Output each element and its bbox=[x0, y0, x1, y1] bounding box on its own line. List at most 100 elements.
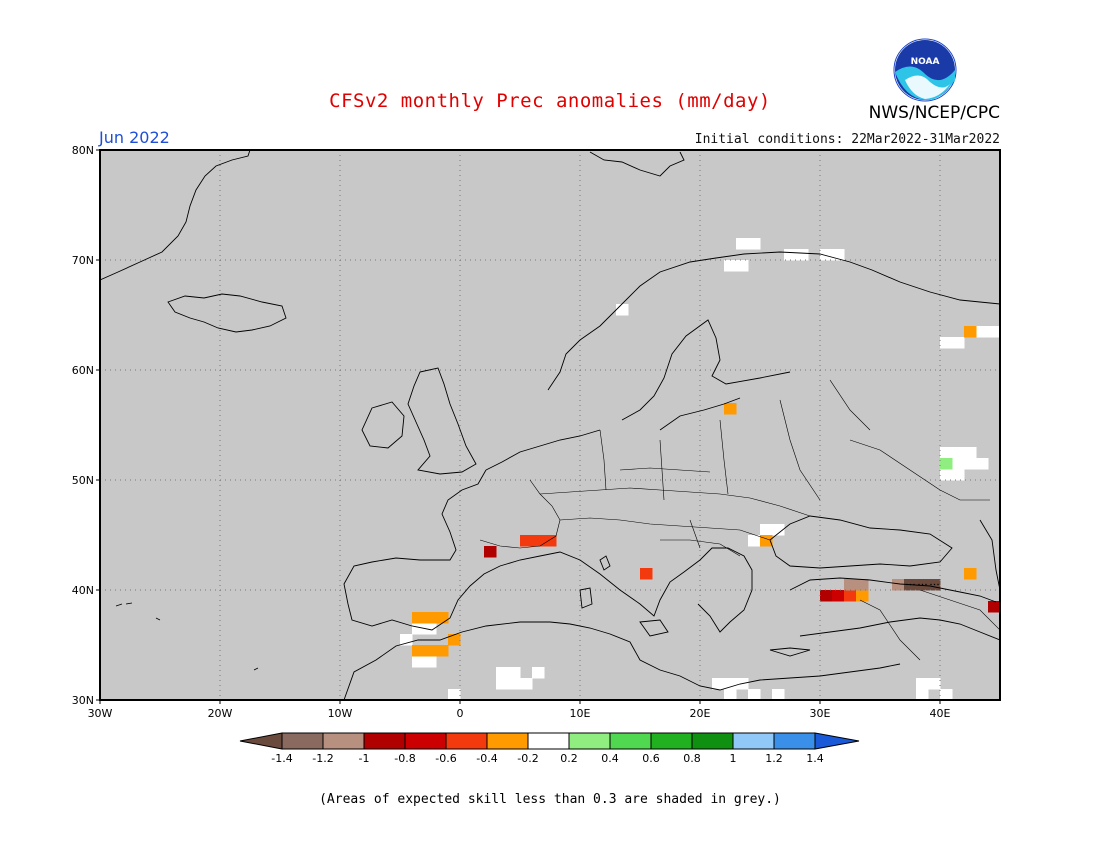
noaa-logo: NOAA bbox=[893, 38, 957, 102]
neutral-cell bbox=[712, 678, 725, 690]
colorbar-label: -1.4 bbox=[271, 752, 292, 765]
neutral-cell bbox=[724, 689, 737, 700]
neutral-cell bbox=[784, 249, 797, 261]
country-borders bbox=[479, 379, 1000, 661]
anomaly-cell bbox=[724, 403, 737, 415]
anomaly-cell-dot bbox=[921, 583, 924, 586]
anomaly-cell bbox=[436, 612, 449, 624]
neutral-cell bbox=[916, 678, 929, 690]
colorbar-label: 1.2 bbox=[765, 752, 783, 765]
initial-conditions-label: Initial conditions: 22Mar2022-31Mar2022 bbox=[694, 132, 1000, 147]
map-background bbox=[100, 150, 1000, 700]
anomaly-cell bbox=[760, 535, 773, 547]
anomaly-cell bbox=[844, 590, 857, 602]
lon-tick-label: 10E bbox=[570, 707, 591, 720]
neutral-cell bbox=[724, 260, 737, 272]
anomaly-cell bbox=[856, 579, 869, 591]
anomaly-cell bbox=[892, 579, 905, 591]
colorbar-segment bbox=[363, 732, 406, 750]
neutral-cell bbox=[400, 634, 413, 646]
neutral-cell bbox=[748, 535, 761, 547]
neutral-cell bbox=[832, 249, 845, 261]
neutral-cell bbox=[532, 667, 545, 679]
anomaly-cell bbox=[964, 568, 977, 580]
neutral-cell bbox=[412, 623, 425, 635]
neutral-cell bbox=[748, 689, 761, 700]
neutral-cell bbox=[952, 458, 965, 470]
colorbar-segment bbox=[691, 732, 734, 750]
anomaly-cell bbox=[856, 590, 869, 602]
colorbar-label: 0.2 bbox=[560, 752, 578, 765]
black-sea-coast bbox=[769, 515, 953, 569]
neutral-cell bbox=[928, 678, 941, 690]
neutral-cell bbox=[988, 326, 1000, 338]
lon-tick-label: 30E bbox=[810, 707, 831, 720]
neutral-cell bbox=[724, 678, 737, 690]
anomaly-cell bbox=[544, 535, 557, 547]
neutral-cell bbox=[736, 260, 749, 272]
anomaly-cell-dot bbox=[930, 583, 932, 586]
neutral-cell bbox=[736, 238, 749, 250]
great-britain-coast bbox=[407, 367, 477, 475]
neutral-cell bbox=[424, 656, 437, 668]
colorbar-right-arrow bbox=[814, 732, 860, 750]
lat-tick-label: 50N bbox=[72, 474, 94, 487]
neutral-cell bbox=[496, 678, 509, 690]
neutral-cell bbox=[976, 458, 989, 470]
north-africa-coast bbox=[343, 621, 901, 700]
mediterranean-islands bbox=[579, 555, 811, 657]
baltic-coast bbox=[621, 319, 791, 431]
lon-tick-label: 20E bbox=[690, 707, 711, 720]
lat-tick-label: 30N bbox=[72, 694, 94, 707]
colorbar-label: 0.6 bbox=[642, 752, 660, 765]
scandinavia-coast bbox=[547, 251, 1000, 391]
colorbar-label: -0.2 bbox=[517, 752, 538, 765]
colorbar-segment bbox=[445, 732, 488, 750]
map-frame bbox=[99, 149, 1001, 701]
anomaly-cell bbox=[424, 612, 437, 624]
neutral-cell bbox=[796, 249, 809, 261]
neutral-cell bbox=[772, 689, 785, 700]
neutral-cell bbox=[760, 524, 773, 536]
anatolia-coast bbox=[789, 577, 1000, 641]
colorbar-segment bbox=[527, 732, 570, 750]
colorbar-segment bbox=[568, 732, 611, 750]
anomaly-cell-dot bbox=[925, 583, 927, 586]
colorbar-label: 1.4 bbox=[806, 752, 824, 765]
greenland-coast bbox=[100, 150, 251, 281]
colorbar-label: -1.2 bbox=[312, 752, 333, 765]
neutral-cell bbox=[940, 469, 953, 481]
lat-tick-label: 70N bbox=[72, 254, 94, 267]
anomaly-cell bbox=[412, 645, 425, 657]
anomaly-cell bbox=[964, 326, 977, 338]
neutral-cell bbox=[448, 689, 461, 700]
caspian-coast bbox=[979, 519, 1000, 591]
neutral-cell bbox=[772, 524, 785, 536]
neutral-cell bbox=[748, 238, 761, 250]
neutral-cells-layer bbox=[400, 238, 1000, 700]
colorbar-segment bbox=[609, 732, 652, 750]
anomaly-cell bbox=[640, 568, 653, 580]
anomaly-cell bbox=[844, 579, 857, 591]
neutral-cell bbox=[940, 447, 953, 459]
colorbar-segment bbox=[650, 732, 693, 750]
lat-tick-label: 40N bbox=[72, 584, 94, 597]
colorbar-segment bbox=[322, 732, 365, 750]
colorbar-segment bbox=[486, 732, 529, 750]
anomaly-cell bbox=[820, 590, 833, 602]
neutral-cell bbox=[916, 689, 929, 700]
skill-footnote: (Areas of expected skill less than 0.3 a… bbox=[319, 792, 781, 807]
anomaly-cell bbox=[532, 535, 545, 547]
anomaly-cell bbox=[412, 612, 425, 624]
forecast-month-label: Jun 2022 bbox=[99, 128, 170, 147]
lat-tick-label: 80N bbox=[72, 144, 94, 157]
anomaly-cell bbox=[436, 645, 449, 657]
neutral-cell bbox=[616, 304, 629, 316]
colorbar-label: 0.4 bbox=[601, 752, 619, 765]
lat-tick-label: 60N bbox=[72, 364, 94, 377]
colorbar-label: -0.8 bbox=[394, 752, 415, 765]
neutral-cell bbox=[508, 667, 521, 679]
anomaly-cell bbox=[520, 535, 533, 547]
agency-label: NWS/NCEP/CPC bbox=[868, 103, 1000, 123]
